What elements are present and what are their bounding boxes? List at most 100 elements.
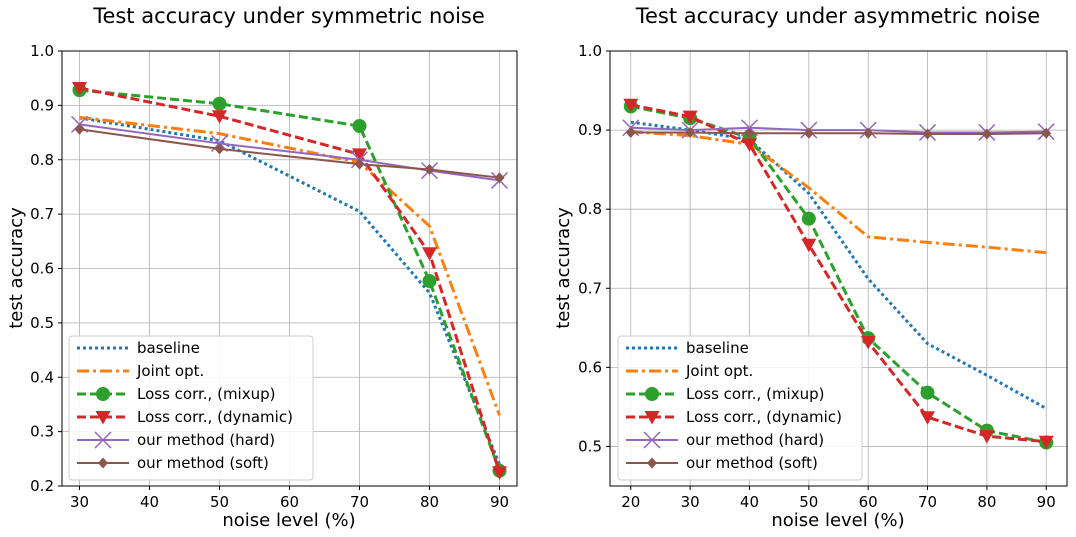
series-joint-opt <box>630 130 1047 255</box>
y-tick-label: 0.6 <box>578 358 602 376</box>
y-tick-label: 0.7 <box>30 205 54 223</box>
data-point <box>212 96 227 111</box>
series-our-method-soft <box>625 126 1052 140</box>
legend-label: Joint opt. <box>685 362 753 380</box>
series-line <box>630 120 1047 410</box>
legend-entry: Joint opt. <box>626 362 753 380</box>
series-our-method-soft <box>74 123 505 184</box>
data-point <box>744 127 755 139</box>
legend-label: our method (hard) <box>137 431 275 449</box>
data-point <box>424 164 435 176</box>
legend-entry: baseline <box>626 339 749 357</box>
legend-entry: Loss corr., (dynamic) <box>77 408 293 426</box>
x-tick-label: 80 <box>977 493 996 511</box>
data-point <box>352 148 367 162</box>
chart-symmetric-noise: Test accuracy under symmetric noise nois… <box>6 4 518 531</box>
x-tick-label: 40 <box>140 493 159 511</box>
y-tick-label: 0.4 <box>30 368 54 386</box>
y-tick-label: 0.5 <box>30 314 54 332</box>
x-tick-label: 70 <box>350 493 369 511</box>
x-tick-label: 50 <box>210 493 229 511</box>
legend-entry: our method (soft) <box>626 454 818 472</box>
data-point <box>354 158 365 170</box>
y-tick-label: 0.5 <box>578 437 602 455</box>
series-loss-corr-dynamic <box>72 81 507 480</box>
legend-label: our method (soft) <box>137 454 269 472</box>
x-tick-label: 90 <box>1037 493 1056 511</box>
x-tick-label: 30 <box>681 493 700 511</box>
x-tick-label: 50 <box>799 493 818 511</box>
x-tick-label: 90 <box>490 493 509 511</box>
data-point <box>623 98 639 113</box>
x-tick-label: 20 <box>621 493 640 511</box>
x-tick-label: 60 <box>859 493 878 511</box>
x-tick-label: 60 <box>280 493 299 511</box>
legend-label: our method (soft) <box>686 454 818 472</box>
chart-title: Test accuracy under symmetric noise <box>92 4 485 28</box>
data-point <box>920 411 936 425</box>
legend-marker <box>95 411 111 425</box>
data-point <box>803 127 814 139</box>
legend-entry: Loss corr., (mixup) <box>626 385 824 403</box>
data-point <box>685 126 696 138</box>
plot-frame <box>61 50 518 487</box>
chart-asymmetric-noise: Test accuracy under asymmetric noise noi… <box>553 4 1068 531</box>
y-tick-label: 0.2 <box>30 477 54 495</box>
data-point <box>801 238 817 253</box>
series-line <box>630 131 1047 136</box>
data-point <box>863 127 874 139</box>
data-point <box>72 81 87 96</box>
legend-marker <box>98 457 108 469</box>
legend-entry: Joint opt. <box>77 362 204 380</box>
legend-label: baseline <box>137 339 200 357</box>
data-point <box>981 128 992 140</box>
y-tick-label: 0.9 <box>30 96 54 114</box>
data-point <box>74 123 85 135</box>
y-tick-label: 0.3 <box>30 423 54 441</box>
legend-label: Loss corr., (mixup) <box>137 385 275 403</box>
y-tick-label: 1.0 <box>30 42 54 60</box>
legend-marker <box>96 387 110 401</box>
legend-label: our method (hard) <box>686 431 824 449</box>
legend-marker <box>94 431 112 449</box>
data-point <box>741 138 757 152</box>
series-loss-corr-dynamic <box>623 98 1054 450</box>
x-axis-label: noise level (%) <box>222 510 355 531</box>
y-tick-label: 0.8 <box>578 200 602 218</box>
x-tick-label: 80 <box>420 493 439 511</box>
legend-label: Joint opt. <box>136 362 204 380</box>
series-line <box>630 130 1047 255</box>
series-line <box>79 88 501 472</box>
data-point <box>860 336 876 350</box>
data-point <box>682 110 698 125</box>
x-tick-label: 30 <box>70 493 89 511</box>
data-point <box>212 110 227 124</box>
data-point <box>352 119 367 134</box>
data-point <box>625 126 636 138</box>
x-tick-label: 40 <box>740 493 759 511</box>
data-point <box>214 143 225 155</box>
legend-entry: our method (hard) <box>626 431 824 449</box>
legend-box <box>68 335 314 481</box>
y-tick-label: 0.9 <box>578 121 602 139</box>
legend-marker <box>644 411 660 425</box>
y-tick-label: 0.6 <box>30 260 54 278</box>
legend-marker <box>647 457 657 469</box>
data-point <box>922 128 933 140</box>
legend-marker <box>645 387 659 401</box>
y-axis-label: test accuracy <box>6 207 27 329</box>
data-point <box>1041 127 1052 139</box>
series-line <box>630 126 1047 134</box>
y-tick-label: 1.0 <box>578 42 602 60</box>
data-point <box>979 430 995 444</box>
legend-entry: baseline <box>77 339 200 357</box>
series-baseline <box>630 120 1047 410</box>
legend-entry: Loss corr., (dynamic) <box>626 408 842 426</box>
data-point <box>422 274 437 289</box>
legend-entry: our method (hard) <box>77 431 275 449</box>
legend: baseline Joint opt. Loss corr., (mixup) Los… <box>617 335 863 481</box>
x-axis-label: noise level (%) <box>771 510 904 531</box>
legend: baseline Joint opt. Loss corr., (mixup) Los… <box>68 335 314 481</box>
y-tick-label: 0.7 <box>578 279 602 297</box>
